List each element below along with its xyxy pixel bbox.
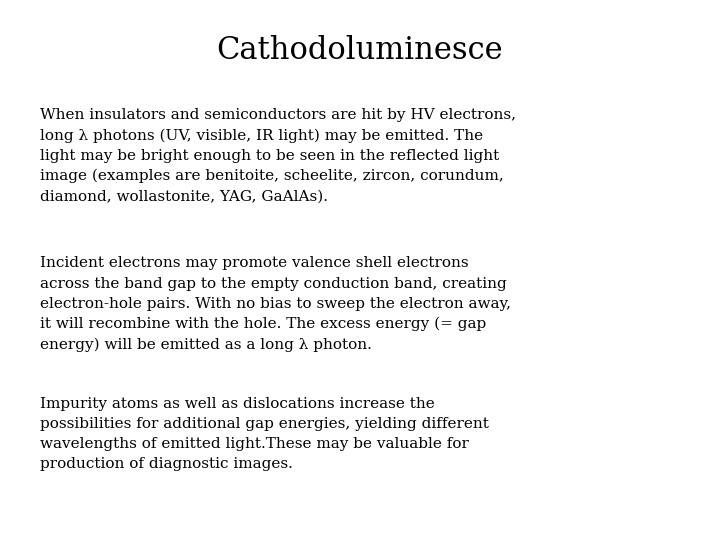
- Text: Incident electrons may promote valence shell electrons
across the band gap to th: Incident electrons may promote valence s…: [40, 256, 510, 352]
- Text: When insulators and semiconductors are hit by HV electrons,
long λ photons (UV, : When insulators and semiconductors are h…: [40, 108, 516, 204]
- Text: Impurity atoms as well as dislocations increase the
possibilities for additional: Impurity atoms as well as dislocations i…: [40, 397, 488, 471]
- Text: Cathodoluminesce: Cathodoluminesce: [217, 35, 503, 66]
